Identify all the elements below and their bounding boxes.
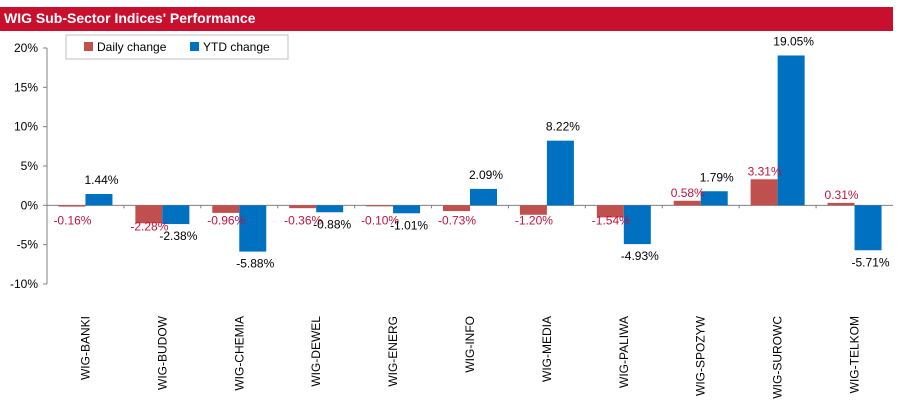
daily-change-data-label: 0.58% <box>671 186 705 200</box>
daily-change-data-label: -2.28% <box>130 219 168 233</box>
legend-swatch-ytd <box>190 42 199 51</box>
daily-change-data-label: 3.31% <box>748 164 782 178</box>
y-tick-label: 10% <box>14 120 38 134</box>
y-tick-label: 20% <box>14 41 38 55</box>
daily-change-data-label: -0.10% <box>361 213 399 227</box>
x-category-label: WIG-INFO <box>463 316 477 373</box>
daily-change-data-label: -0.73% <box>438 213 476 227</box>
ytd-change-bar <box>546 140 574 206</box>
x-category-label: WIG-SPOZYW <box>694 315 708 396</box>
x-category-label: WIG-ENERG <box>386 316 400 387</box>
y-tick-label: 15% <box>14 80 38 94</box>
ytd-change-bar <box>700 191 728 206</box>
ytd-change-data-label: 19.05% <box>773 34 814 48</box>
daily-change-bar <box>596 205 624 218</box>
ytd-change-bar <box>777 55 805 206</box>
daily-change-data-label: -0.16% <box>53 213 91 227</box>
ytd-change-data-label: 2.09% <box>469 168 503 182</box>
ytd-change-data-label: -5.88% <box>236 257 274 271</box>
legend-label-daily: Daily change <box>97 40 167 54</box>
daily-change-bar <box>443 205 470 212</box>
ytd-change-bar <box>854 205 882 251</box>
ytd-change-data-label: -2.38% <box>159 229 197 243</box>
ytd-change-data-label: 8.22% <box>546 120 580 134</box>
legend-swatch-daily <box>84 42 93 51</box>
ytd-change-bar <box>623 205 651 245</box>
legend <box>65 34 289 60</box>
daily-change-bar <box>58 205 86 207</box>
daily-change-bar <box>827 202 855 206</box>
x-category-label: WIG-CHEMIA <box>232 316 246 391</box>
ytd-change-bar <box>85 194 113 206</box>
daily-change-data-label: 0.31% <box>825 188 859 202</box>
y-tick-label: -10% <box>10 277 38 291</box>
ytd-change-data-label: -4.93% <box>621 249 659 263</box>
daily-change-data-label: -1.54% <box>592 213 630 227</box>
ytd-change-data-label: 1.44% <box>84 173 118 187</box>
ytd-change-data-label: -1.01% <box>390 218 428 232</box>
daily-change-bar <box>135 205 163 224</box>
x-category-label: WIG-PALIWA <box>617 316 631 388</box>
daily-change-data-label: -0.36% <box>284 213 322 227</box>
y-tick-label: 5% <box>21 159 39 173</box>
ytd-change-bar <box>470 188 497 206</box>
ytd-change-data-label: -5.71% <box>852 255 890 269</box>
x-category-label: WIG-SUROWC <box>771 316 785 399</box>
daily-change-bar <box>673 200 701 206</box>
ytd-change-bar <box>393 205 421 214</box>
x-category-label: WIG-MEDIA <box>540 316 554 382</box>
daily-change-bar <box>289 205 317 209</box>
x-category-label: WIG-DEWEL <box>309 316 323 387</box>
x-category-label: WIG-BUDOW <box>155 315 169 390</box>
daily-change-data-label: -0.96% <box>207 213 245 227</box>
x-category-label: WIG-BANKI <box>78 316 92 380</box>
ytd-change-bar <box>162 205 190 225</box>
daily-change-bar <box>519 205 547 215</box>
daily-change-bar <box>212 205 240 213</box>
y-tick-label: 0% <box>21 198 39 212</box>
ytd-change-data-label: 1.79% <box>700 170 734 184</box>
ytd-change-data-label: -0.88% <box>313 217 351 231</box>
legend-label-ytd: YTD change <box>203 40 270 54</box>
daily-change-data-label: -1.20% <box>515 213 553 227</box>
x-category-label: WIG-TELKOM <box>848 316 862 393</box>
daily-change-bar <box>750 179 778 206</box>
chart-title: WIG Sub-Sector Indices' Performance <box>4 10 256 26</box>
ytd-change-bar <box>239 205 267 252</box>
chart-title-bar: WIG Sub-Sector Indices' Performance <box>0 7 893 31</box>
ytd-change-bar <box>316 205 344 213</box>
y-tick-label: -5% <box>17 238 39 252</box>
daily-change-bar <box>366 205 394 207</box>
